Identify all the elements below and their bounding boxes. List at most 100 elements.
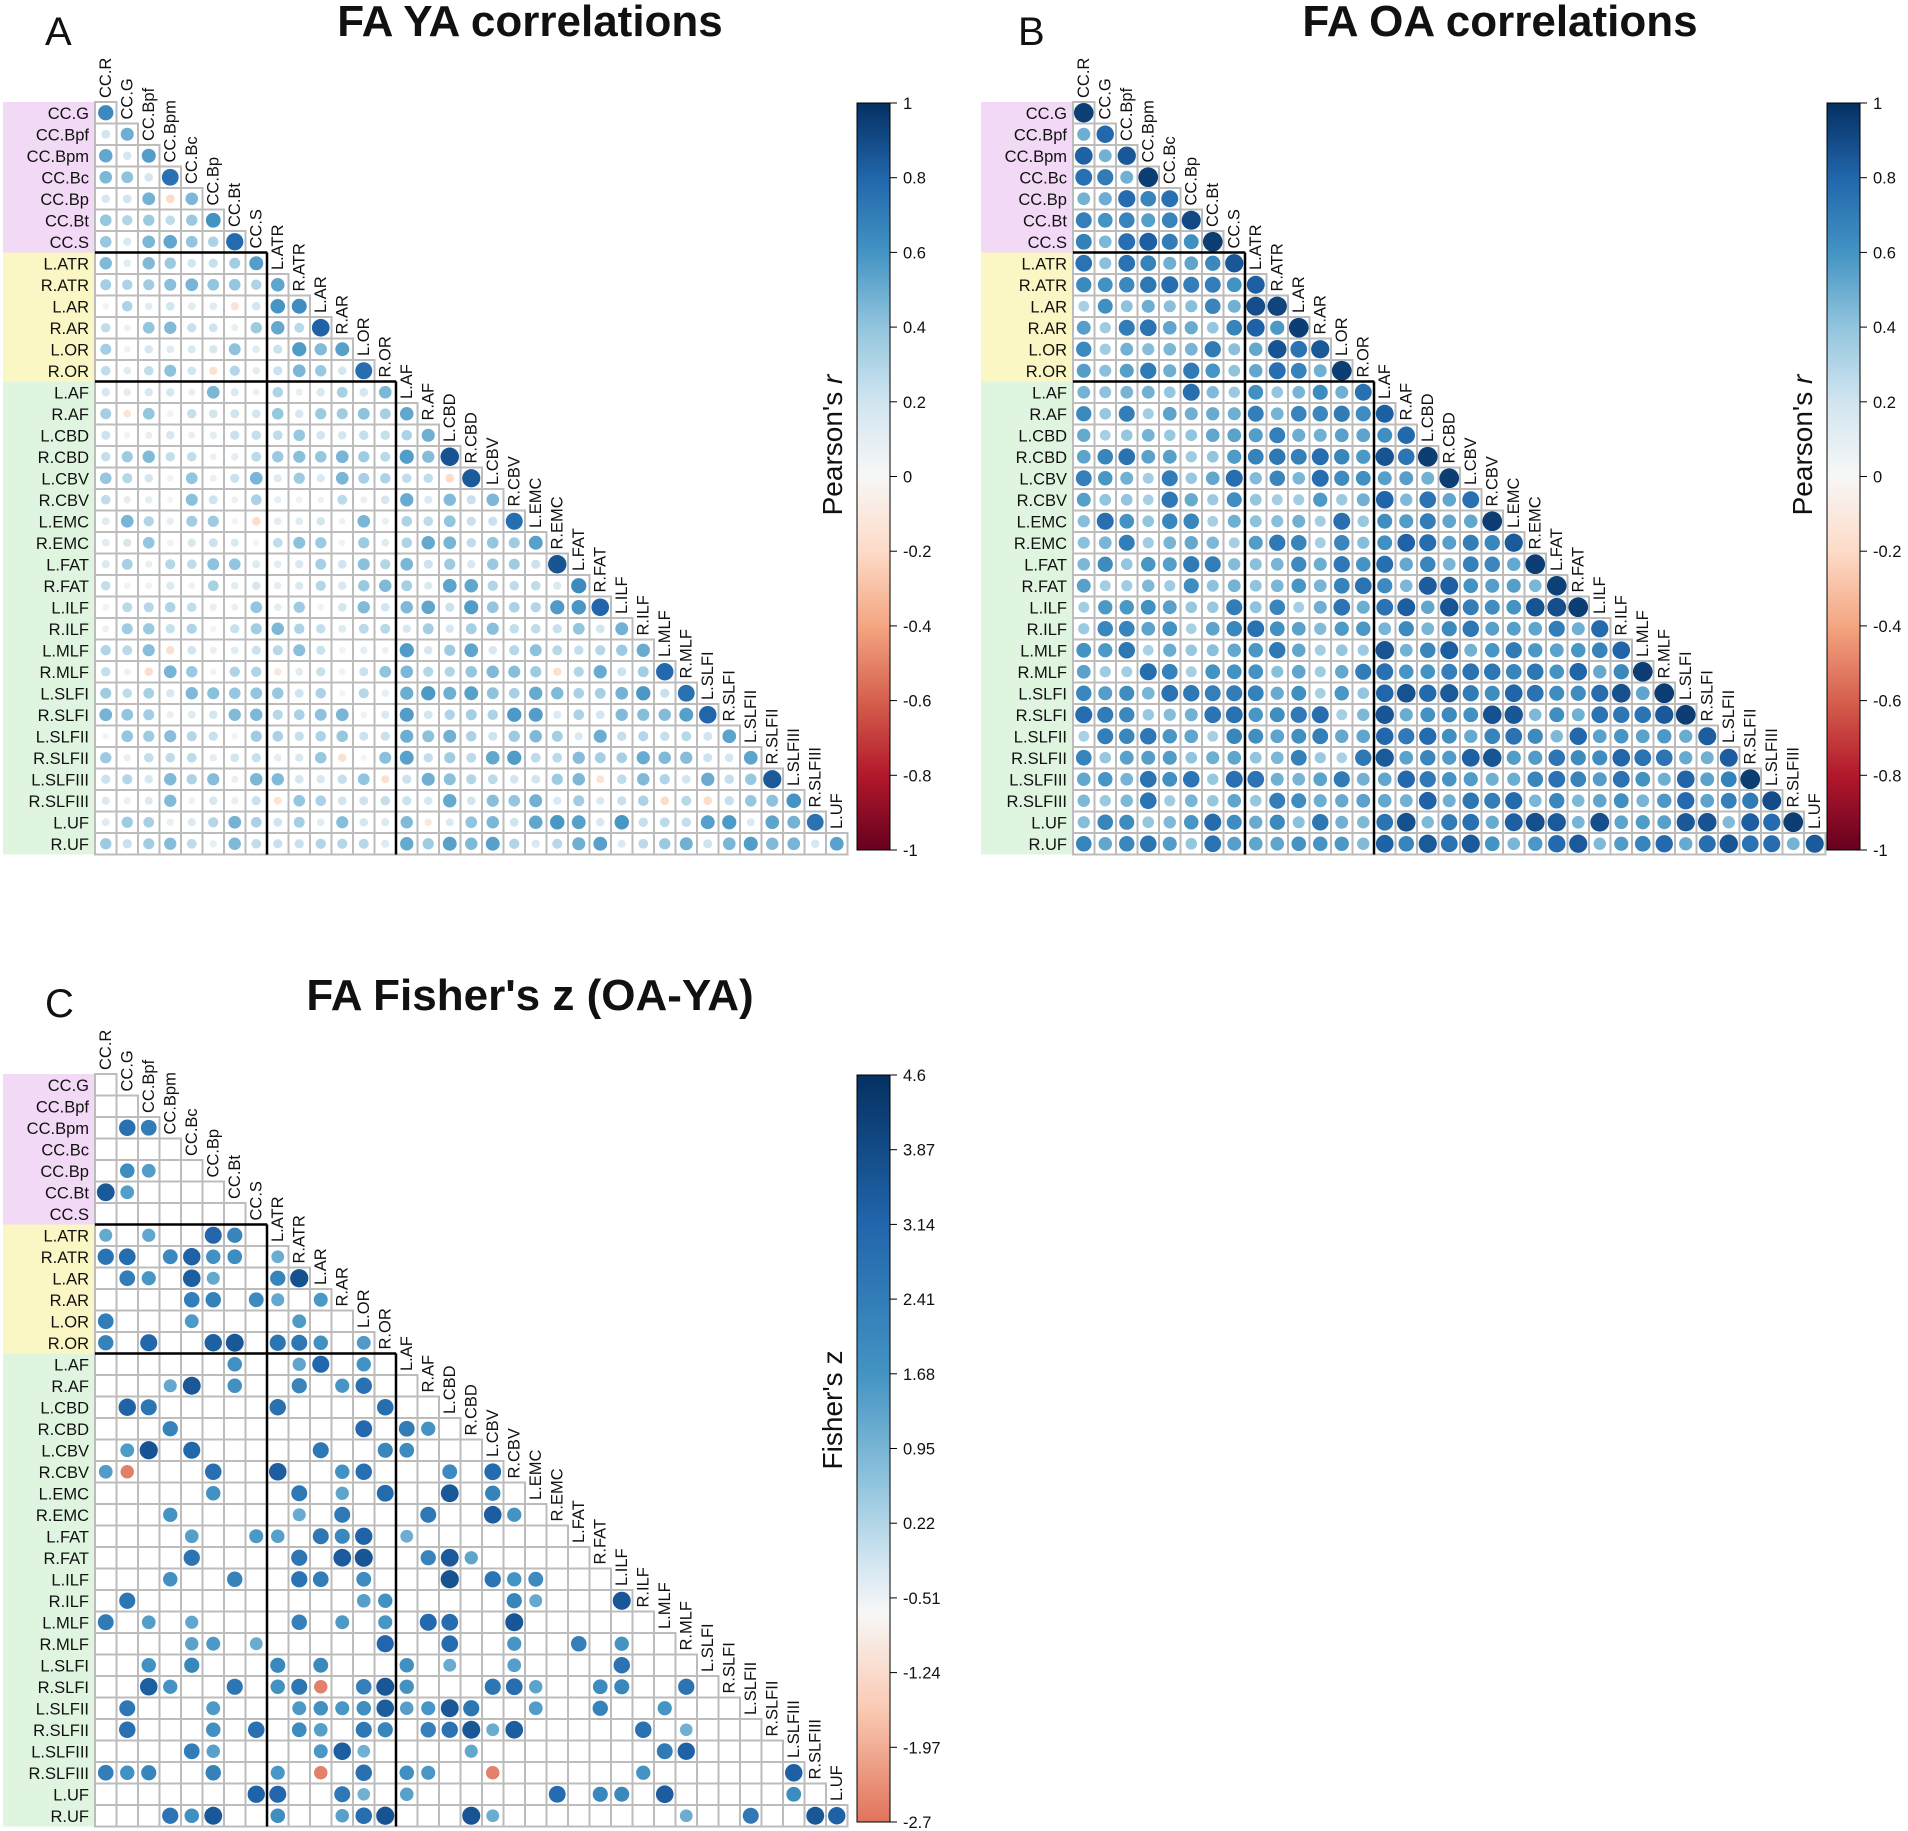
matrix-cell (459, 1460, 483, 1484)
correlation-circle (1333, 771, 1350, 788)
correlation-circle (1719, 834, 1738, 853)
row-label: R.ATR (41, 1249, 89, 1267)
correlation-circle (206, 1636, 221, 1651)
correlation-circle (290, 1269, 309, 1288)
colorbar-tick-label: 1.68 (903, 1366, 935, 1384)
correlation-circle (571, 578, 587, 594)
row-label: R.ILF (49, 1593, 89, 1611)
correlation-circle (1184, 321, 1198, 335)
correlation-circle (1097, 728, 1114, 745)
matrix-cell (567, 1739, 591, 1763)
matrix-cell (94, 1395, 118, 1419)
correlation-circle (486, 1809, 500, 1823)
correlation-circle (1161, 684, 1179, 702)
matrix-cell (158, 1782, 182, 1806)
colorbar-tick-label: 2.41 (903, 1291, 935, 1309)
correlation-circle (464, 1551, 478, 1565)
correlation-circle (119, 1592, 136, 1609)
correlation-circle (249, 772, 263, 786)
correlation-circle (466, 516, 476, 526)
column-label: R.AR (333, 295, 351, 335)
matrix-cell (653, 1761, 677, 1785)
correlation-circle (700, 815, 715, 830)
correlation-circle (722, 729, 737, 744)
correlation-circle (659, 838, 671, 850)
correlation-circle (1504, 684, 1523, 703)
correlation-circle (1485, 772, 1499, 786)
matrix-cell (416, 1438, 440, 1462)
correlation-circle (96, 1183, 115, 1202)
matrix-cell (115, 1503, 139, 1527)
correlation-circle (1377, 772, 1392, 787)
correlation-circle (1418, 791, 1437, 810)
correlation-circle (1269, 448, 1286, 465)
correlation-circle (185, 1615, 199, 1629)
correlation-circle (1484, 663, 1501, 680)
correlation-circle (1291, 643, 1306, 658)
correlation-circle (1591, 642, 1608, 659)
correlation-circle (1270, 836, 1285, 851)
correlation-circle (509, 817, 519, 827)
correlation-circle (358, 472, 370, 484)
correlation-circle (123, 538, 132, 547)
correlation-circle (314, 450, 327, 463)
correlation-circle (1720, 771, 1737, 788)
correlation-circle (184, 1808, 200, 1824)
correlation-circle (271, 1250, 285, 1264)
correlation-circle (209, 796, 218, 805)
correlation-circle (528, 1571, 544, 1587)
correlation-circle (292, 1701, 307, 1716)
matrix-cell (674, 1761, 698, 1785)
correlation-circle (1269, 642, 1286, 659)
correlation-circle (1357, 816, 1370, 829)
correlation-circle (1314, 622, 1327, 635)
column-label: CC.Bc (183, 136, 201, 184)
correlation-circle (766, 837, 779, 850)
correlation-circle (121, 171, 134, 184)
correlation-circle (1549, 793, 1565, 809)
correlation-circle (1311, 448, 1329, 466)
correlation-circle (765, 815, 780, 830)
correlation-circle (165, 387, 175, 397)
panel-letter: C (45, 982, 74, 1026)
correlation-circle (97, 1313, 114, 1330)
correlation-circle (1248, 728, 1264, 744)
correlation-circle (1206, 450, 1219, 463)
correlation-circle (617, 839, 626, 848)
matrix-cell (94, 1546, 118, 1570)
column-label: CC.Bpm (161, 100, 179, 162)
correlation-circle (184, 1314, 199, 1329)
colorbar: 10.80.60.40.20-0.2-0.4-0.6-0.8-1 Pearson… (817, 95, 931, 860)
matrix-cell (115, 1223, 139, 1247)
matrix-cell (760, 1782, 784, 1806)
correlation-circle (487, 774, 498, 785)
correlation-circle (187, 409, 197, 419)
matrix-cell (94, 1632, 118, 1656)
matrix-cell (481, 1589, 505, 1613)
correlation-circle (145, 496, 153, 504)
correlation-circle (360, 711, 368, 719)
group-band-association (3, 1353, 95, 1827)
correlation-circle (401, 515, 413, 527)
correlation-circle (744, 794, 757, 807)
correlation-circle (206, 1271, 220, 1285)
row-label: CC.G (48, 105, 89, 123)
correlation-circle (1248, 428, 1263, 443)
correlation-circle (187, 710, 196, 719)
matrix-cell (481, 1632, 505, 1656)
matrix-cell (180, 1782, 204, 1806)
matrix-cell (201, 1180, 225, 1204)
correlation-circle (678, 1678, 695, 1695)
column-label: L.MLF (656, 1582, 674, 1629)
correlation-circle (209, 840, 217, 848)
row-label: R.SLFII (33, 750, 89, 768)
correlation-circle (1142, 494, 1154, 506)
correlation-circle (548, 1785, 566, 1803)
matrix-cell (94, 1352, 118, 1376)
correlation-circle (1078, 601, 1090, 613)
matrix-cell (244, 1567, 268, 1591)
correlation-circle (785, 1764, 803, 1782)
matrix-cell (94, 1524, 118, 1548)
correlation-circle (1120, 558, 1133, 571)
matrix-cell (115, 1481, 139, 1505)
